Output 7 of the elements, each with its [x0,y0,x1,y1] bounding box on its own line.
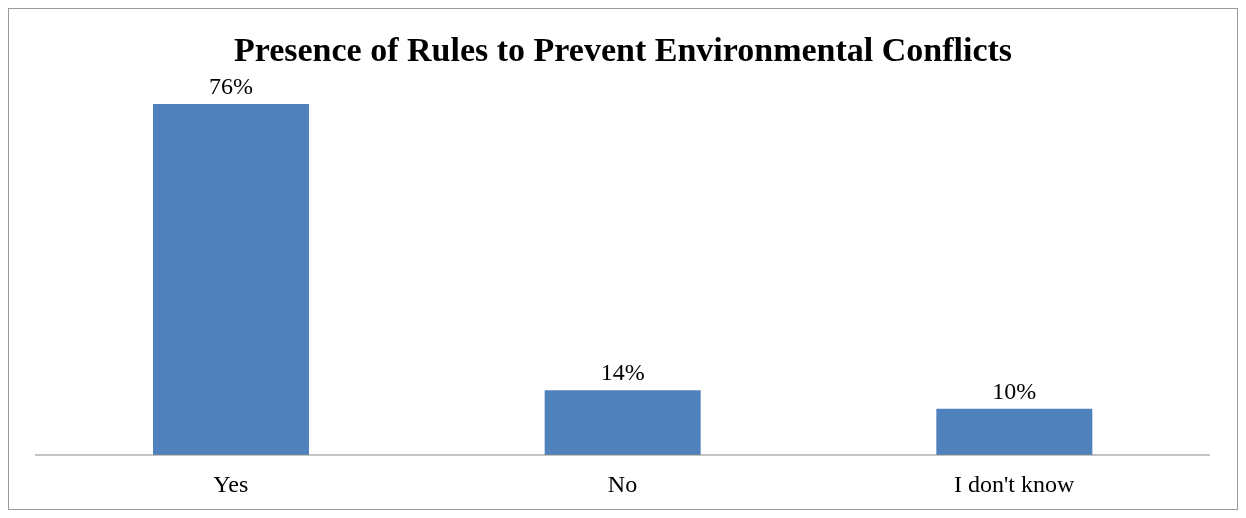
x-tick-label: No [607,471,638,498]
x-tick-label: Yes [213,471,249,498]
data-label: 76% [209,73,253,99]
data-label: 10% [992,377,1037,404]
chart-title: Presence of Rules to Prevent Environmental Conflicts [232,31,1014,69]
data-label: 14% [600,359,645,386]
x-tick-label: I don't know [954,471,1075,498]
